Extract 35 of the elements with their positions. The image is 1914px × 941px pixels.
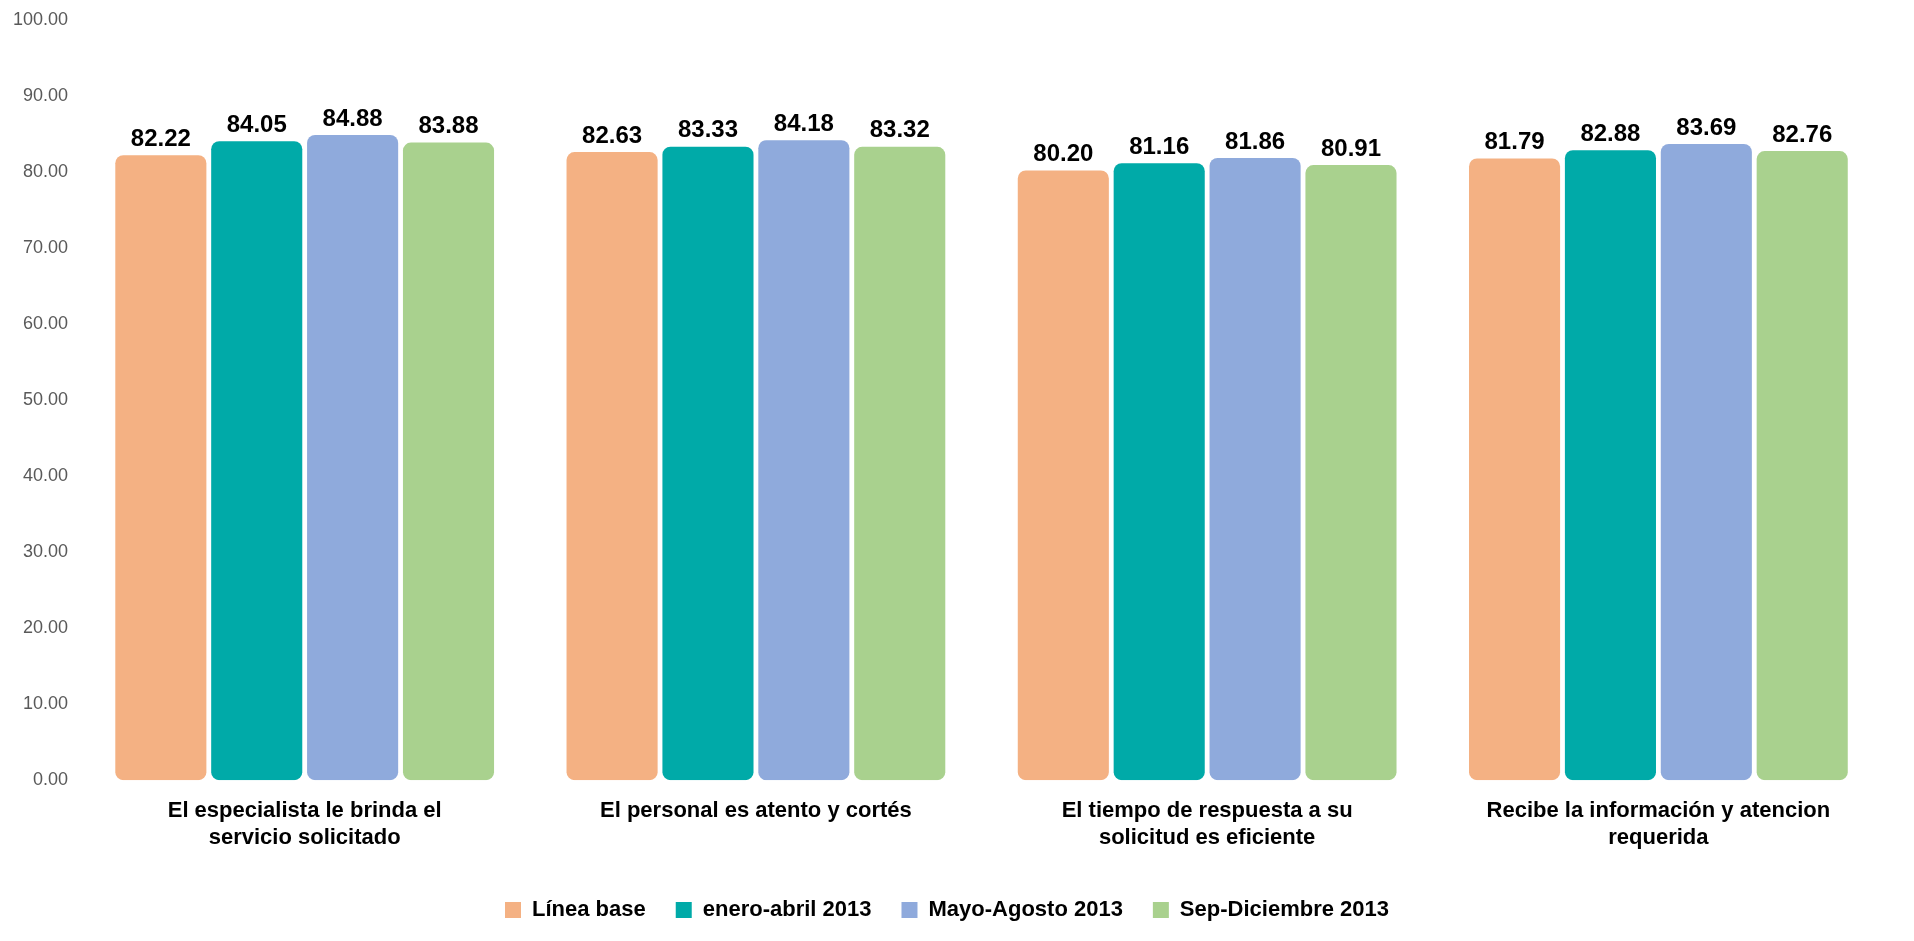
data-label: 84.88 [322, 103, 383, 131]
legend-label: enero-abril 2013 [702, 896, 872, 922]
y-tick-label: 80.00 [23, 161, 69, 182]
x-tick-label: El especialista le brinda el servicio solicitado [167, 797, 442, 849]
y-tick-label: 60.00 [23, 313, 69, 334]
y-tick-label: 30.00 [23, 541, 69, 562]
data-label: 81.16 [1129, 131, 1190, 159]
legend-label: Línea base [532, 896, 646, 922]
legend-label: Sep-Diciembre 2013 [1179, 896, 1389, 922]
y-tick-label: 20.00 [23, 617, 69, 638]
x-tick-label: El personal es atento y cortés [600, 797, 912, 823]
data-label: 83.88 [418, 111, 479, 139]
data-label: 80.20 [1033, 139, 1094, 167]
data-label: 81.79 [1484, 127, 1545, 155]
data-label: 83.32 [869, 115, 930, 143]
x-tick-label: El tiempo de respuesta a su solicitud es eficiente [1061, 797, 1353, 849]
data-label: 80.91 [1320, 133, 1382, 161]
data-label: 82.22 [130, 123, 191, 151]
data-label: 82.63 [582, 120, 643, 148]
data-label: 81.86 [1225, 126, 1286, 154]
y-tick-label: 10.00 [23, 693, 69, 714]
data-label: 82.76 [1772, 119, 1833, 147]
x-tick-label: Recibe la información y atencion requerida [1486, 797, 1831, 849]
data-label: 83.33 [677, 115, 738, 143]
legend-label: Mayo-Agosto 2013 [928, 896, 1123, 922]
data-label: 82.88 [1580, 118, 1641, 146]
data-label: 84.18 [773, 108, 834, 136]
y-tick-label: 70.00 [23, 237, 69, 258]
y-tick-label: 90.00 [23, 84, 69, 105]
y-tick-label: 0.00 [33, 769, 69, 790]
y-tick-label: 40.00 [23, 465, 69, 486]
y-tick-label: 100.00 [12, 8, 69, 29]
data-label: 84.05 [226, 109, 287, 137]
y-tick-label: 50.00 [23, 389, 69, 410]
data-label: 83.69 [1676, 112, 1737, 140]
